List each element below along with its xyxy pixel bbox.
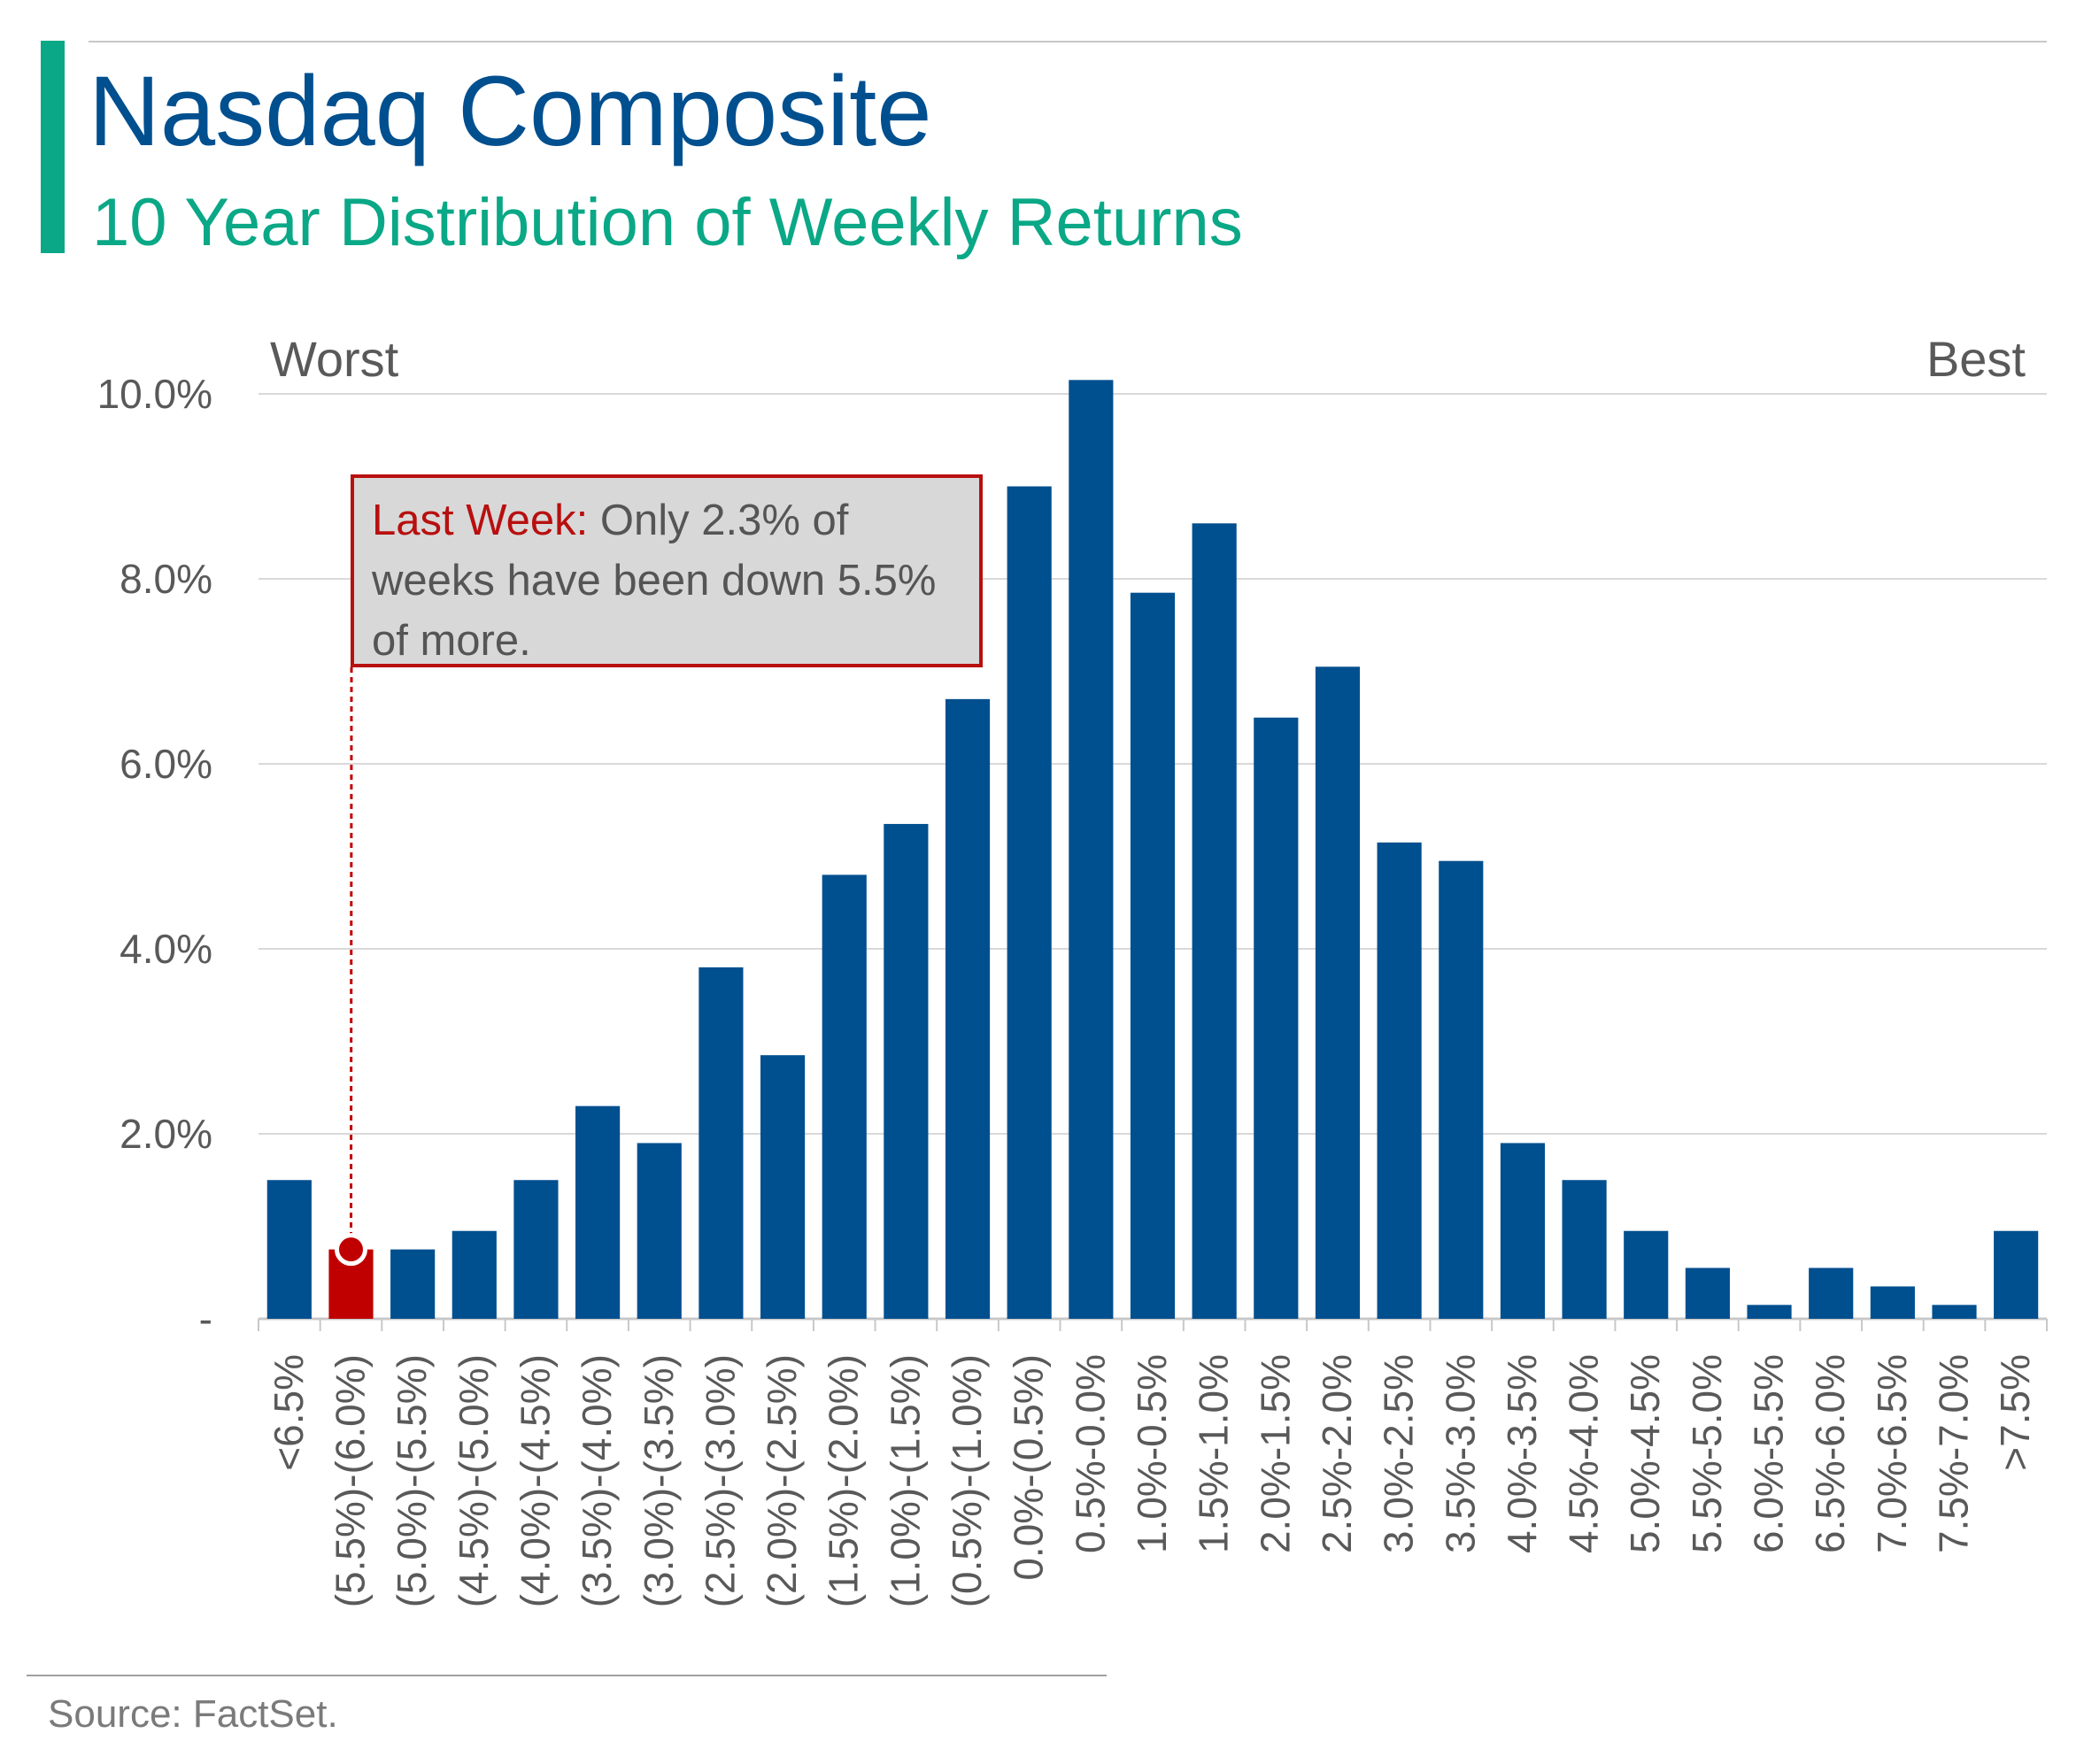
bar [266, 1180, 312, 1319]
y-tick-label: 8.0% [120, 556, 212, 602]
bar [575, 1105, 621, 1319]
x-tick-label: 3.5%-3.0% [1437, 1354, 1483, 1553]
x-tick-label: 5.0%-4.5% [1622, 1354, 1668, 1553]
x-tick-label: (2.5%)-(3.0%) [697, 1354, 743, 1607]
bar [822, 874, 867, 1319]
y-tick-label: 6.0% [120, 741, 212, 787]
bar [1932, 1305, 1977, 1319]
x-tick-label: 4.5%-4.0% [1561, 1354, 1607, 1553]
x-tick-label: (1.5%)-(2.0%) [821, 1354, 867, 1607]
source-divider [27, 1675, 1107, 1676]
bar [1562, 1180, 1607, 1319]
x-tick-label: (3.5%)-(4.0%) [574, 1354, 620, 1607]
x-tick-label: <6.5% [266, 1354, 312, 1471]
x-tick-label: (0.5%)-(1.0%) [944, 1354, 990, 1607]
x-tick-label: 0.5%-0.0% [1067, 1354, 1113, 1553]
bar [884, 823, 929, 1319]
bar [1747, 1305, 1792, 1319]
x-tick-label: (5.0%)-(5.5%) [389, 1354, 435, 1607]
chart-title: Nasdaq Composite [89, 56, 932, 166]
top-divider [89, 41, 2047, 42]
x-tick-label: 1.5%-1.0% [1191, 1354, 1237, 1553]
annotations: Worst Best [270, 331, 2026, 1267]
bar [1254, 717, 1299, 1319]
bar [1870, 1286, 1915, 1319]
x-tick-label: 7.5%-7.0% [1931, 1354, 1977, 1553]
chart-subtitle: 10 Year Distribution of Weekly Returns [92, 185, 1243, 260]
bar [945, 698, 991, 1319]
bar [1377, 842, 1422, 1319]
title-accent-bar [41, 41, 65, 253]
bar [513, 1180, 559, 1319]
callout-text: Only 2.3% of weeks have been down 5.5% o… [372, 497, 937, 665]
x-tick-label: (4.5%)-(5.0%) [451, 1354, 497, 1607]
bar [1069, 380, 1114, 1320]
last-week-marker [334, 1233, 367, 1267]
x-tick-label: 6.5%-6.0% [1807, 1354, 1853, 1553]
bar [1624, 1230, 1669, 1319]
bars [266, 380, 2039, 1320]
x-tick-label: 0.0%-(0.5%) [1006, 1354, 1052, 1581]
source-note: Source: FactSet. [48, 1692, 338, 1736]
x-tick-label: 4.0%-3.5% [1499, 1354, 1545, 1553]
bar [390, 1249, 436, 1319]
bar [637, 1143, 682, 1319]
bar [1994, 1230, 2039, 1319]
x-tick-label: (4.0%)-(4.5%) [512, 1354, 558, 1607]
x-tick-label: (2.0%)-(2.5%) [759, 1354, 805, 1607]
x-axis-ticks: <6.5% (5.5%)-(6.0%) (5.0%)-(5.5%) (4.5%)-(5… [258, 1319, 2048, 1607]
x-tick-label: 2.0%-1.5% [1252, 1354, 1298, 1553]
x-tick-label: (3.0%)-(3.5%) [636, 1354, 682, 1607]
bar [699, 967, 744, 1319]
y-axis-ticks: - 2.0% 4.0% 6.0% 8.0% 10.0% [97, 371, 212, 1342]
last-week-callout: Last Week: Only 2.3% of weeks have been … [351, 474, 983, 667]
x-tick-label: (5.5%)-(6.0%) [327, 1354, 373, 1607]
bar [1007, 486, 1052, 1319]
bar [1439, 860, 1484, 1319]
bar [1130, 592, 1176, 1319]
x-tick-label: 2.5%-2.0% [1314, 1354, 1360, 1553]
x-tick-label: 6.0%-5.5% [1746, 1354, 1792, 1553]
y-tick-label: 4.0% [120, 926, 212, 972]
x-tick-label: 5.5%-5.0% [1684, 1354, 1730, 1553]
bar [760, 1055, 806, 1319]
x-tick-label: 1.0%-0.5% [1129, 1354, 1175, 1553]
bar [452, 1230, 497, 1319]
bar [1500, 1143, 1546, 1319]
y-tick-label: 2.0% [120, 1111, 212, 1157]
y-tick-label: 10.0% [97, 371, 212, 417]
callout-highlight: Last Week: [372, 497, 589, 544]
worst-label: Worst [270, 331, 399, 387]
best-label: Best [1926, 331, 2026, 387]
y-tick-label: - [199, 1296, 212, 1342]
bar [1809, 1267, 1854, 1319]
x-tick-label: 7.0%-6.5% [1869, 1354, 1915, 1553]
bar [1685, 1267, 1730, 1319]
bar [1192, 523, 1237, 1319]
x-tick-label: (1.0%)-(1.5%) [882, 1354, 928, 1607]
bar [1315, 666, 1361, 1319]
x-tick-label: >7.5% [1992, 1354, 2038, 1471]
x-tick-label: 3.0%-2.5% [1376, 1354, 1422, 1553]
